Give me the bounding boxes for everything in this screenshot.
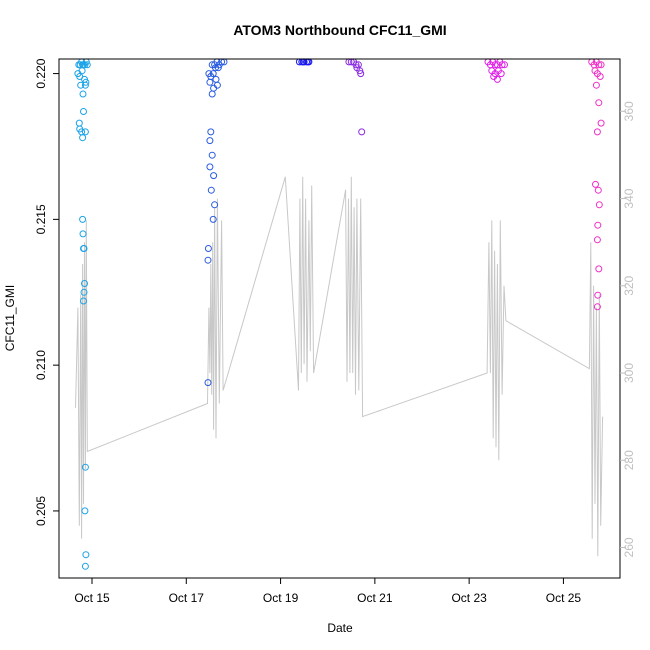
data-point: [206, 137, 214, 145]
data-point: [593, 236, 601, 244]
data-point: [594, 186, 602, 194]
data-point: [497, 70, 505, 78]
data-point: [204, 379, 212, 387]
y2-tick-label: 280: [622, 450, 636, 470]
data-point: [78, 67, 86, 75]
data-point: [204, 245, 212, 252]
data-point: [207, 128, 215, 136]
data-point: [82, 78, 90, 86]
plot-area: [74, 58, 605, 570]
data-point: [595, 265, 603, 273]
chart-title: ATOM3 Northbound CFC11_GMI: [233, 22, 446, 38]
y-axis: 0.205 0.210 0.215 0.220: [34, 58, 59, 526]
data-point: [597, 119, 605, 127]
data-point: [594, 221, 602, 229]
data-point: [210, 172, 218, 180]
y2-tick-label: 260: [622, 537, 636, 557]
data-point: [79, 90, 87, 98]
x-tick-label: Oct 15: [74, 591, 110, 605]
x-axis-label: Date: [327, 621, 353, 635]
y2-tick-label: 360: [622, 101, 636, 121]
data-point: [207, 186, 215, 194]
y2-tick-label: 320: [622, 275, 636, 295]
x-tick-label: Oct 19: [263, 591, 299, 605]
data-point: [593, 303, 601, 311]
data-point: [212, 75, 220, 83]
data-point: [79, 230, 87, 238]
data-point: [81, 81, 89, 89]
data-point: [596, 73, 604, 80]
x-tick-label: Oct 25: [546, 591, 582, 605]
data-point: [83, 61, 91, 69]
data-point: [82, 551, 90, 559]
data-point: [208, 151, 216, 159]
data-point: [206, 163, 214, 171]
data-point: [357, 70, 365, 78]
y-tick-label: 0.205: [34, 496, 48, 526]
x-tick-label: Oct 23: [451, 591, 487, 605]
data-point: [213, 81, 221, 89]
data-point: [498, 61, 506, 69]
data-point: [209, 70, 217, 78]
data-point: [80, 288, 88, 296]
secondary-series-line: [75, 176, 604, 557]
data-point: [356, 67, 364, 75]
x-tick-label: Oct 21: [357, 591, 393, 605]
data-point: [204, 256, 212, 264]
data-point: [80, 108, 87, 115]
data-point: [593, 128, 601, 136]
data-point: [77, 81, 85, 89]
data-point: [214, 64, 222, 72]
data-point: [592, 180, 599, 188]
x-tick-label: Oct 17: [169, 591, 205, 605]
data-point: [212, 64, 219, 72]
data-point: [206, 78, 214, 86]
data-point: [501, 61, 508, 69]
data-point: [81, 280, 88, 287]
data-point: [209, 215, 217, 223]
data-point: [81, 507, 89, 515]
y-tick-label: 0.215: [34, 204, 48, 234]
data-point: [594, 291, 602, 299]
x-axis: Oct 15 Oct 17 Oct 19 Oct 21 Oct 23 Oct 25: [74, 578, 581, 605]
data-point: [80, 297, 87, 305]
y2-tick-label: 300: [622, 363, 636, 383]
plot-frame: [58, 58, 621, 579]
data-point: [597, 61, 605, 69]
y-tick-label: 0.210: [34, 350, 48, 380]
y-tick-label: 0.220: [34, 58, 48, 88]
data-point: [595, 201, 603, 209]
data-point: [80, 245, 88, 252]
data-point: [592, 81, 600, 89]
data-point: [595, 61, 603, 69]
data-point: [79, 215, 87, 223]
data-point: [493, 75, 501, 83]
data-point: [595, 99, 603, 107]
data-point: [81, 128, 89, 136]
data-point: [75, 119, 83, 127]
y2-tick-label: 340: [622, 188, 636, 208]
data-point: [358, 128, 366, 136]
data-point: [79, 134, 87, 142]
data-point: [208, 90, 216, 98]
data-point: [211, 201, 219, 209]
data-point: [352, 61, 360, 69]
secondary-y-axis: 260 280 300 320 340 360: [620, 101, 636, 557]
data-point: [81, 463, 89, 471]
y-axis-label: CFC11_GMI: [3, 285, 17, 351]
data-point: [81, 562, 89, 570]
